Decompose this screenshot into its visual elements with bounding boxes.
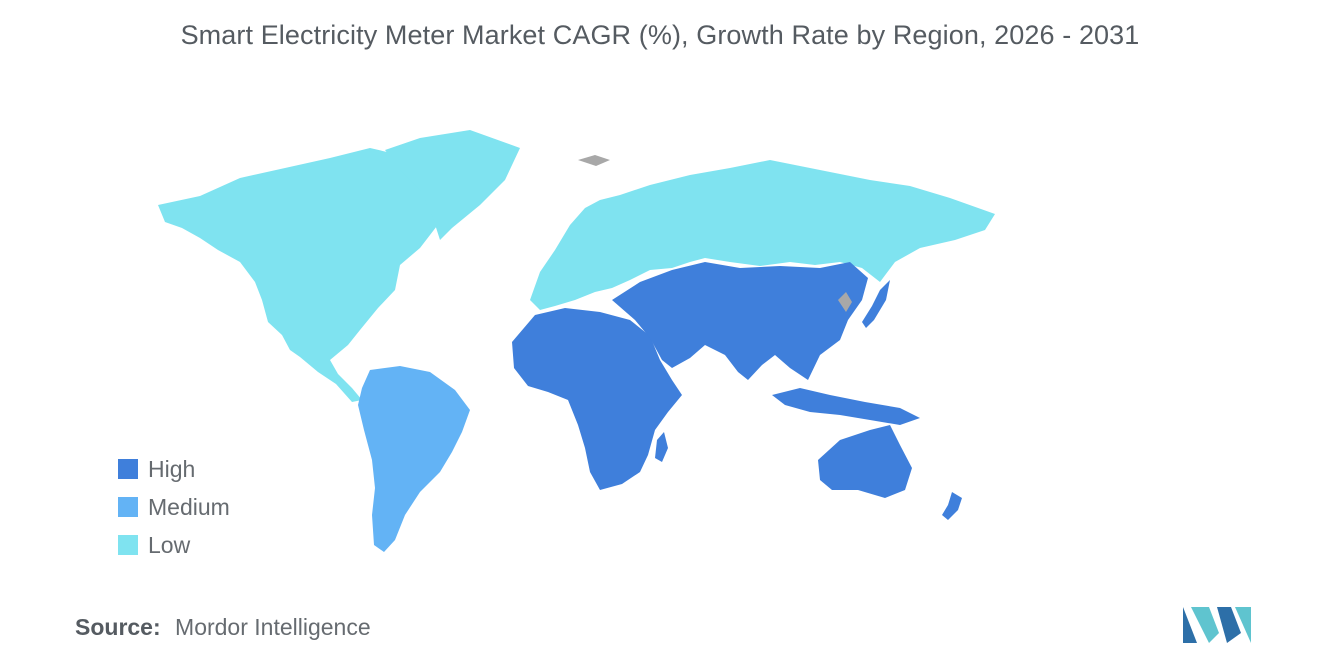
region-madagascar [655, 432, 668, 462]
region-europe-russia [530, 160, 995, 310]
region-north-america [158, 148, 440, 402]
legend-item-low: Low [118, 526, 230, 564]
region-greenland [385, 130, 520, 240]
region-asia [612, 262, 868, 380]
legend-label: High [148, 455, 196, 482]
region-japan [862, 280, 890, 328]
legend-label: Low [148, 531, 191, 558]
logo-shape [1191, 607, 1219, 643]
logo-shape [1183, 607, 1197, 643]
region-new-zealand [942, 492, 962, 520]
legend-item-high: High [118, 450, 230, 488]
chart-title: Smart Electricity Meter Market CAGR (%),… [180, 20, 1140, 50]
legend-swatch-low [118, 535, 138, 555]
source-line: Source: Mordor Intelligence [75, 614, 371, 641]
logo-shape [1217, 607, 1241, 643]
legend-label: Medium [148, 493, 230, 520]
source-label: Source: [75, 614, 161, 640]
region-southeast-asia-islands [772, 388, 920, 425]
mordor-intelligence-logo [1183, 607, 1251, 643]
region-south-america [358, 366, 470, 552]
legend-swatch-high [118, 459, 138, 479]
region-australia [818, 425, 912, 498]
source-text: Mordor Intelligence [175, 614, 371, 640]
legend: High Medium Low [118, 450, 230, 564]
region-africa [512, 308, 682, 490]
legend-item-medium: Medium [118, 488, 230, 526]
logo-shape [1235, 607, 1251, 643]
legend-swatch-medium [118, 497, 138, 517]
